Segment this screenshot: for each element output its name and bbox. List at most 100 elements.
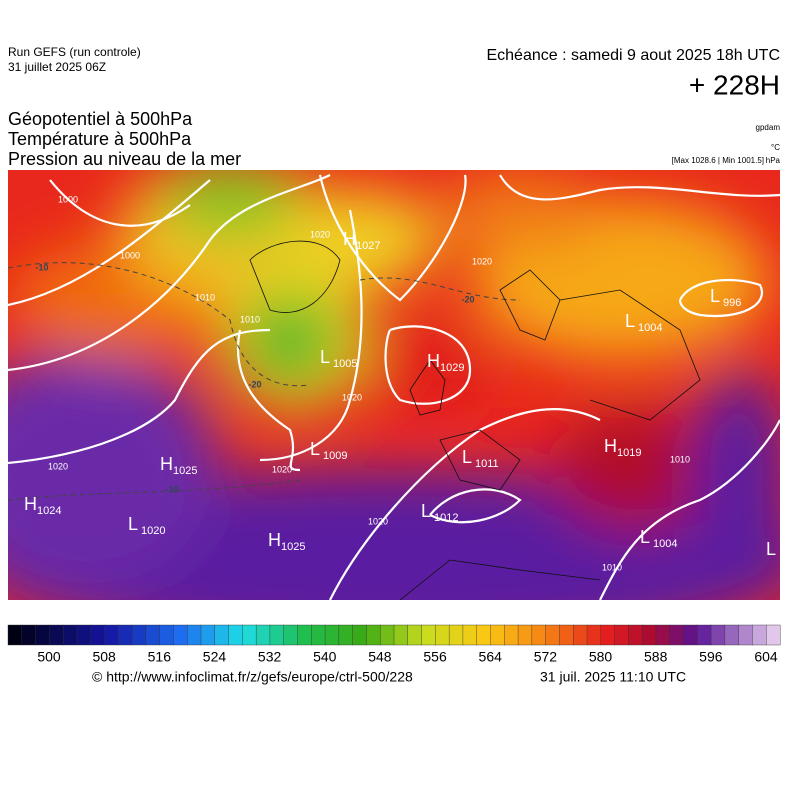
colorbar-tick-label: 572 bbox=[534, 649, 558, 665]
colorbar-cell bbox=[173, 624, 188, 646]
colorbar-tick-label: 588 bbox=[644, 649, 668, 665]
colorbar-tick-label: 556 bbox=[423, 649, 447, 665]
isotherm-label: -20 bbox=[461, 294, 474, 304]
colorbar-cell bbox=[490, 624, 505, 646]
pressure-center-letter: L bbox=[128, 514, 138, 534]
colorbar-cell bbox=[242, 624, 257, 646]
title: Température à 500hPa bbox=[8, 129, 192, 149]
pressure-center-value: 1012 bbox=[434, 512, 458, 524]
isobar-label: 1020 bbox=[368, 516, 388, 526]
isobar-label: 1020 bbox=[272, 464, 292, 474]
colorbar-cell bbox=[338, 624, 354, 646]
valid-time: Echéance : samedi 9 aout 2025 18h UTC bbox=[486, 47, 780, 64]
colorbar-cell bbox=[586, 624, 602, 646]
colorbar-cell bbox=[297, 624, 312, 646]
colorbar-cell bbox=[352, 624, 367, 646]
pressure-center-letter: H bbox=[268, 530, 281, 550]
isobar-label: 1000 bbox=[58, 194, 78, 204]
colorbar-cell bbox=[504, 624, 519, 646]
colorbar-tick-label: 604 bbox=[754, 649, 778, 665]
colorbar-cell bbox=[697, 624, 712, 646]
colorbar-cell bbox=[159, 624, 174, 646]
colorbar-cell bbox=[531, 624, 547, 646]
colorbar-tick-label: 532 bbox=[258, 649, 282, 665]
colorbar-cell bbox=[145, 624, 161, 646]
unit: hPa bbox=[766, 156, 781, 165]
source: © http://www.infoclimat.fr/z/gefs/europe… bbox=[92, 669, 413, 685]
colorbar-cell bbox=[421, 624, 436, 646]
colorbar-cell bbox=[366, 624, 381, 646]
isobar-label: 1010 bbox=[195, 292, 215, 302]
colorbar-cell bbox=[90, 624, 106, 646]
colorbar-tick-label: 564 bbox=[479, 649, 503, 665]
colorbar-cell bbox=[710, 624, 726, 646]
colorbar-cell bbox=[7, 624, 23, 646]
pressure-center-letter: H bbox=[604, 436, 617, 456]
pressure-center-letter: L bbox=[710, 286, 720, 306]
colorbar-cell bbox=[738, 624, 753, 646]
isotherm-label: -20 bbox=[248, 379, 261, 389]
pressure-center-value: 1009 bbox=[323, 450, 347, 462]
colorbar-cell bbox=[655, 624, 671, 646]
colorbar-cell bbox=[21, 624, 37, 646]
pressure-center-value: 1019 bbox=[617, 447, 641, 459]
colorbar-tick-label: 540 bbox=[313, 649, 337, 665]
colorbar-tick-label: 596 bbox=[699, 649, 723, 665]
colorbar-cell bbox=[448, 624, 464, 646]
pressure-center-letter: L bbox=[766, 539, 776, 559]
colorbar-cell bbox=[131, 624, 147, 646]
pressure-center-value: 1025 bbox=[281, 541, 305, 553]
colorbar-cell bbox=[187, 624, 202, 646]
isobar-label: 1010 bbox=[670, 454, 690, 464]
colorbar-cell bbox=[724, 624, 740, 646]
colorbar-cell bbox=[559, 624, 574, 646]
colorbar-cell bbox=[683, 624, 698, 646]
pressure-center-letter: L bbox=[310, 439, 320, 459]
colorbar-cell bbox=[545, 624, 560, 646]
pressure-center-value: 1020 bbox=[141, 525, 165, 537]
unit: °C bbox=[771, 143, 780, 152]
colorbar-cell bbox=[407, 624, 423, 646]
colorbar-cell bbox=[228, 624, 243, 646]
pressure-center-letter: H bbox=[427, 351, 440, 371]
colorbar-cell bbox=[104, 624, 119, 646]
pressure-center-value: 1011 bbox=[475, 458, 499, 470]
lead-time: + 228H bbox=[689, 69, 780, 100]
isobar-label: 1020 bbox=[310, 229, 330, 239]
pressure-center-letter: H bbox=[24, 494, 37, 514]
colorbar-cell bbox=[600, 624, 616, 646]
pressure-center-letter: L bbox=[421, 501, 431, 521]
colorbar-cell bbox=[118, 624, 133, 646]
colorbar-cell bbox=[573, 624, 588, 646]
pressure-center-value: 1024 bbox=[37, 505, 61, 517]
pressure-center-value: 1025 bbox=[173, 465, 197, 477]
pressure-center-value: 1004 bbox=[653, 538, 677, 550]
colorbar-cell bbox=[311, 624, 326, 646]
colorbar-cell bbox=[255, 624, 271, 646]
pressure-center-letter: H bbox=[343, 229, 356, 249]
pressure-center-value: 1004 bbox=[638, 322, 662, 334]
isotherm-label: -10 bbox=[165, 484, 178, 494]
title: Géopotentiel à 500hPa bbox=[8, 109, 193, 129]
isobar-label: 1020 bbox=[342, 392, 362, 402]
colorbar-cell bbox=[62, 624, 78, 646]
run-date: 31 juillet 2025 06Z bbox=[8, 60, 106, 74]
map-field bbox=[8, 170, 780, 600]
colorbar-cell bbox=[35, 624, 50, 646]
colorbar-cell bbox=[324, 624, 340, 646]
pressure-center-letter: L bbox=[640, 527, 650, 547]
isobar-label: 1020 bbox=[48, 461, 68, 471]
isobar-label: 1010 bbox=[602, 562, 622, 572]
colorbar-cell bbox=[517, 624, 533, 646]
colorbar-cell bbox=[614, 624, 629, 646]
run-label: Run GEFS (run controle) bbox=[8, 45, 141, 59]
colorbar-cell bbox=[462, 624, 478, 646]
pressure-center-letter: L bbox=[625, 311, 635, 331]
extremes: [Max 1028.6 | Min 1001.5] bbox=[672, 156, 764, 165]
isobar-label: 1010 bbox=[240, 314, 260, 324]
colorbar-cell bbox=[476, 624, 492, 646]
colorbar-tick-label: 508 bbox=[92, 649, 116, 665]
pressure-center-value: 1029 bbox=[440, 362, 464, 374]
